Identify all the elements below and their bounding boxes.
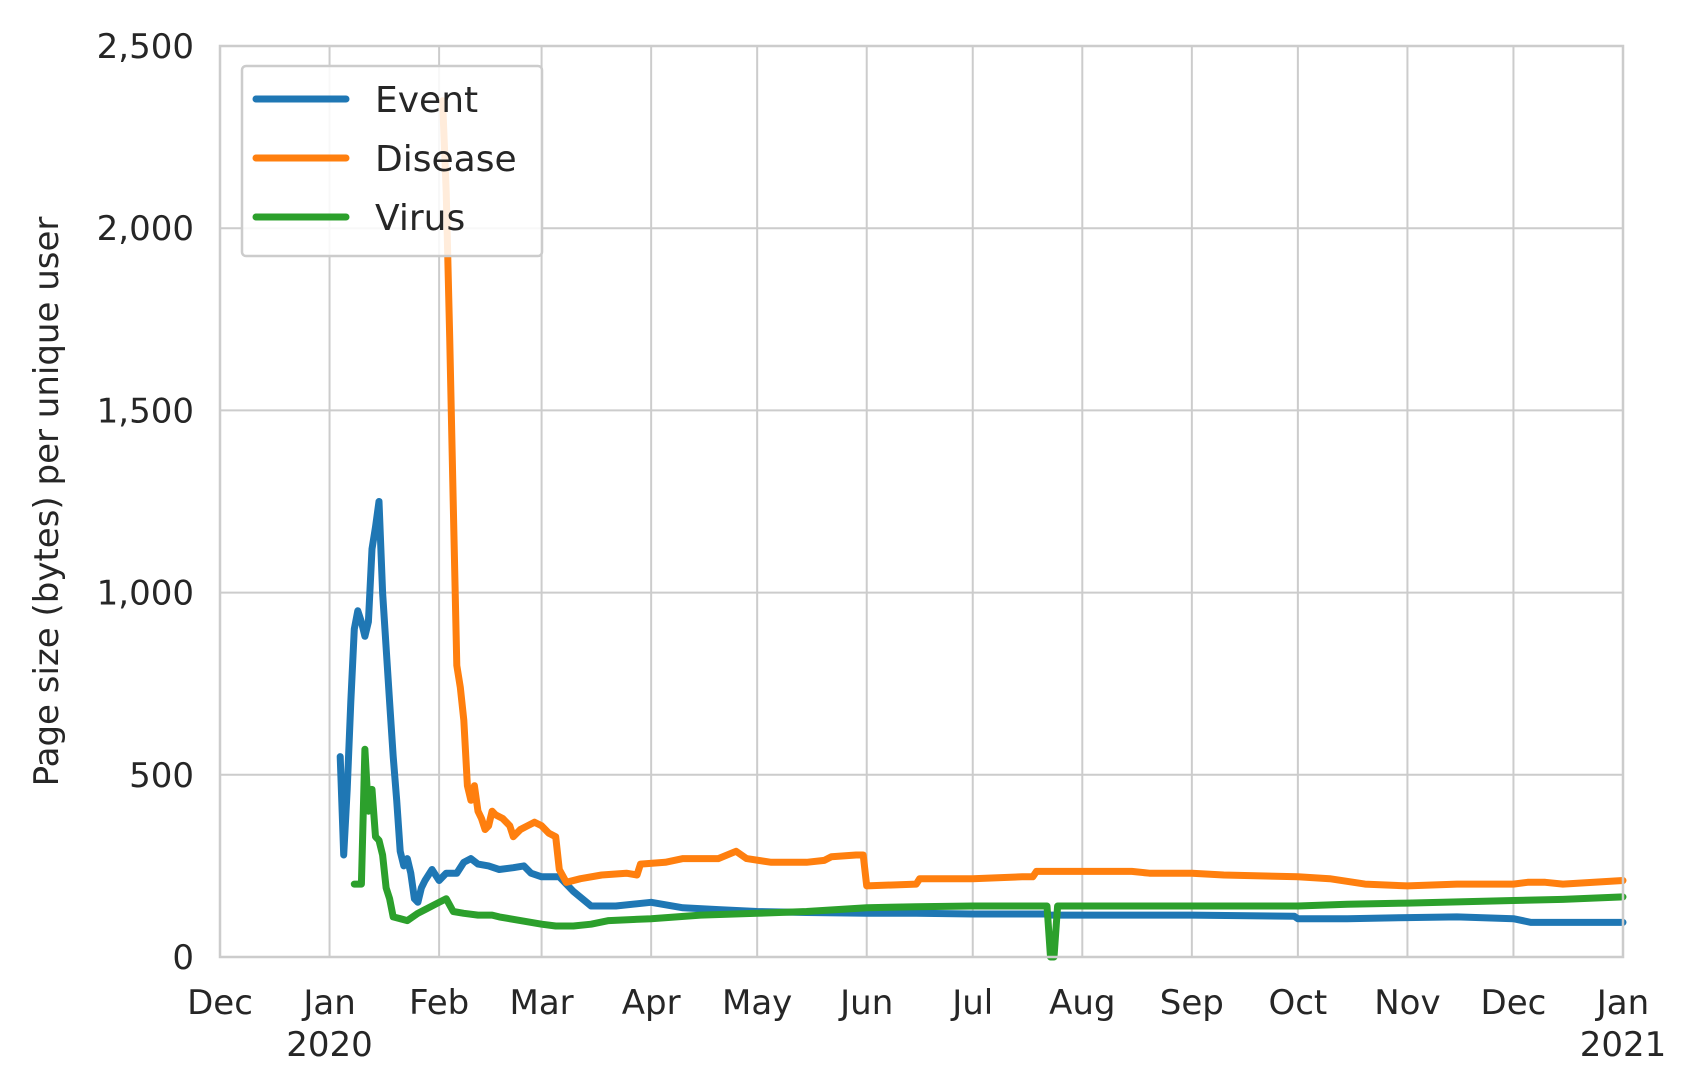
x-tick-label: Jul xyxy=(950,983,993,1023)
x-tick-label: Feb xyxy=(409,983,469,1023)
x-tick-label: Sep xyxy=(1160,983,1224,1023)
x-tick-label: Mar xyxy=(510,983,574,1023)
y-tick-label: 2,500 xyxy=(97,27,194,67)
y-tick-label: 0 xyxy=(172,938,194,978)
x-tick-label: Nov xyxy=(1374,983,1440,1023)
x-tick-label: Jan xyxy=(301,983,355,1023)
x-tick-label: Apr xyxy=(622,983,681,1023)
plot-frame xyxy=(218,44,1625,959)
x-tick-year-label: 2020 xyxy=(286,1025,373,1065)
series-line-virus xyxy=(350,745,1627,961)
x-tick-label: Aug xyxy=(1049,983,1115,1023)
legend-box xyxy=(240,64,544,258)
series-line-disease xyxy=(439,97,1627,890)
series-line-event xyxy=(336,498,1627,926)
x-tick-label: Dec xyxy=(1481,983,1547,1023)
legend-label-virus: Virus xyxy=(375,198,465,239)
x-tick-label: May xyxy=(722,983,792,1023)
y-tick-label: 2,000 xyxy=(97,209,194,249)
x-tick-label: Oct xyxy=(1268,983,1327,1023)
x-tick-year-label: 2021 xyxy=(1580,1025,1667,1065)
y-axis: 0 500 1,000 1,500 2,000 2,500 xyxy=(97,27,194,978)
y-tick-label: 500 xyxy=(129,756,194,796)
x-tick-label: Jun xyxy=(838,983,893,1023)
series-layer xyxy=(336,97,1627,961)
y-tick-label: 1,000 xyxy=(97,574,194,614)
x-tick-label: Jan xyxy=(1595,983,1649,1023)
legend-label-event: Event xyxy=(375,80,478,121)
legend-label-disease: Disease xyxy=(375,139,517,180)
y-axis-label: Page size (bytes) per unique user xyxy=(27,217,67,787)
y-tick-label: 1,500 xyxy=(97,391,194,431)
x-tick-label: Dec xyxy=(187,983,253,1023)
legend: Event Disease Virus xyxy=(240,64,544,258)
